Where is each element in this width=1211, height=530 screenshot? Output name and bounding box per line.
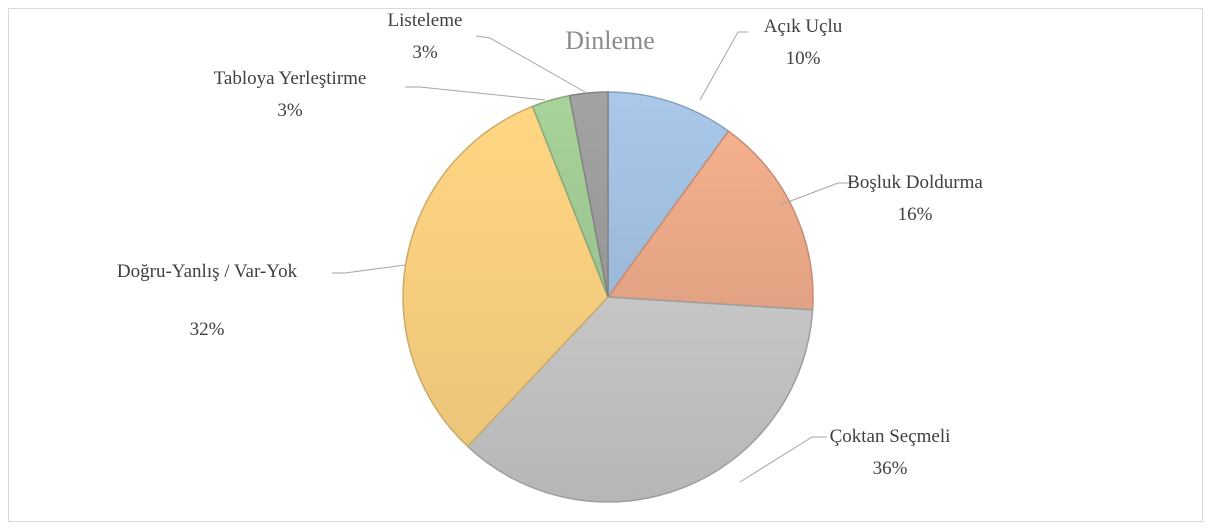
chart-title: Dinleme <box>565 26 655 55</box>
category-label: Doğru-Yanlış / Var-Yok <box>116 261 298 282</box>
leader-line <box>405 86 546 101</box>
leader-line <box>779 182 853 206</box>
leader-line <box>332 264 406 274</box>
chart-border <box>8 8 1203 522</box>
category-label: Boşluk Doldurma <box>847 172 983 193</box>
leader-line <box>699 31 748 101</box>
pie-slice <box>606 130 814 311</box>
category-label: Çoktan Seçmeli <box>829 426 951 447</box>
category-label: Tabloya Yerleştirme <box>213 68 367 89</box>
leader-line <box>475 35 586 93</box>
value-label: 10% <box>785 48 821 69</box>
category-label: Açık Uçlu <box>763 16 843 37</box>
pie-slice <box>402 105 609 448</box>
category-label: Listeleme <box>387 10 463 31</box>
value-label: 36% <box>872 458 908 479</box>
value-label: 32% <box>189 319 225 340</box>
value-label: 3% <box>277 100 303 121</box>
leader-line <box>739 436 827 483</box>
pie-slice <box>568 91 609 298</box>
pie-slice <box>607 91 730 300</box>
value-label: 3% <box>412 42 438 63</box>
value-label: 16% <box>897 204 933 225</box>
pie-slice <box>466 296 814 503</box>
